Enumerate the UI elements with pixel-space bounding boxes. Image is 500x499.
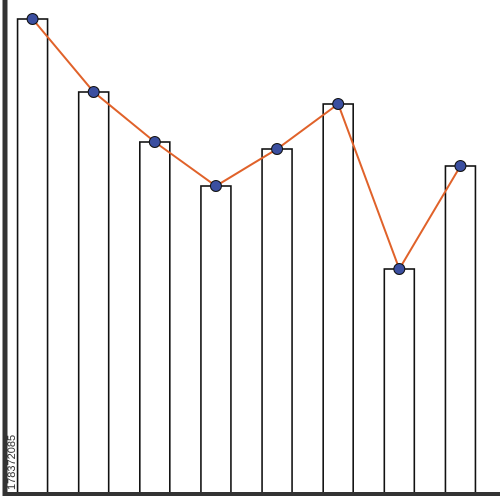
marker [393, 263, 406, 275]
marker [332, 98, 345, 110]
marker [454, 160, 467, 172]
marker [209, 180, 222, 192]
marker [87, 86, 100, 98]
bar [16, 18, 49, 494]
watermark: 178372085 [6, 435, 18, 490]
marker [148, 136, 161, 148]
bar [77, 91, 110, 494]
bar [444, 165, 477, 494]
bar [200, 185, 232, 494]
marker [271, 143, 284, 155]
line [31, 18, 462, 272]
marker [26, 13, 39, 25]
bar [139, 141, 171, 494]
bar [322, 103, 354, 494]
bar [383, 268, 416, 494]
bar [261, 148, 293, 494]
